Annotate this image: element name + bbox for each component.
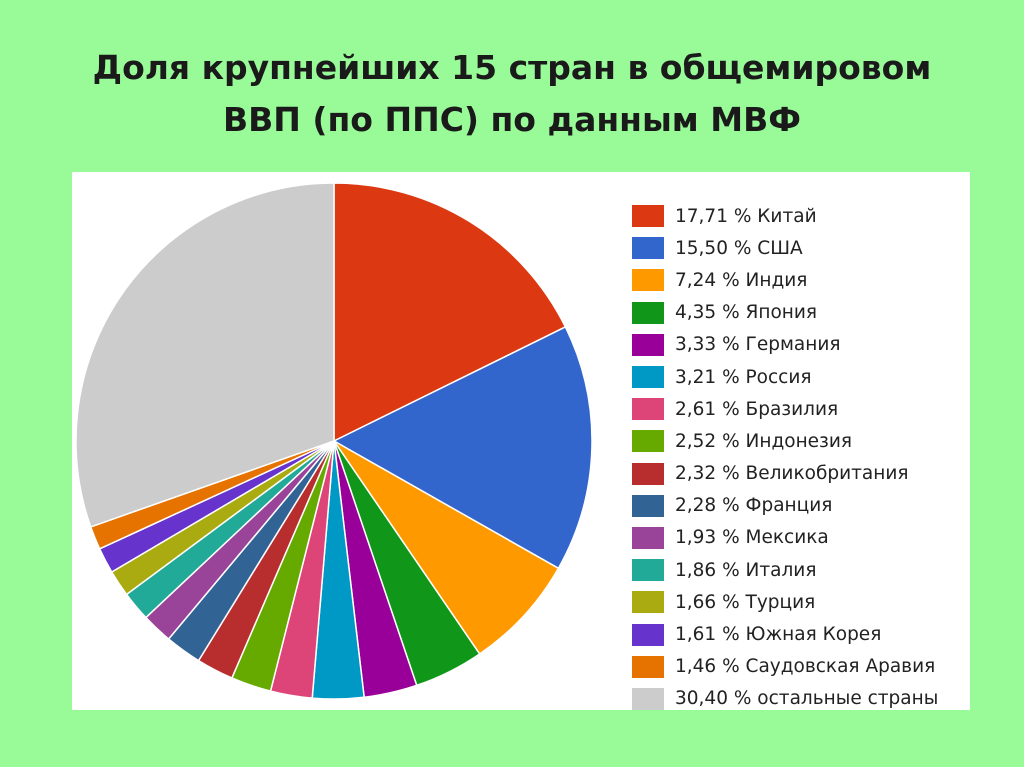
title-line-1: Доля крупнейших 15 стран в общемировом xyxy=(92,48,932,87)
legend-swatch xyxy=(632,687,664,710)
legend-item: 1,46 % Саудовская Аравия xyxy=(632,651,967,683)
title-line-2: ВВП (по ППС) по данным МВФ xyxy=(223,100,801,139)
legend-label: 7,24 % Индия xyxy=(675,269,808,291)
legend-swatch xyxy=(632,237,664,260)
legend-item: 3,21 % Россия xyxy=(632,361,967,393)
chart-panel: 17,71 % Китай 15,50 % США 7,24 % Индия 4,35… xyxy=(72,172,970,710)
legend-label: 30,40 % остальные страны xyxy=(675,688,939,710)
legend-swatch xyxy=(632,591,664,614)
legend-label: 1,61 % Южная Корея xyxy=(675,624,882,646)
legend-label: 1,93 % Мексика xyxy=(675,527,829,549)
legend-swatch xyxy=(632,301,664,324)
legend-item: 3,33 % Германия xyxy=(632,329,967,361)
legend-item: 7,24 % Индия xyxy=(632,264,967,296)
chart-legend: 17,71 % Китай 15,50 % США 7,24 % Индия 4,35… xyxy=(632,200,967,715)
legend-swatch xyxy=(632,333,664,356)
legend-label: 2,32 % Великобритания xyxy=(675,463,909,485)
legend-swatch xyxy=(632,462,664,485)
legend-label: 17,71 % Китай xyxy=(675,205,817,227)
pie-slice-2 xyxy=(333,440,560,656)
legend-swatch xyxy=(632,205,664,228)
legend-item: 30,40 % остальные страны xyxy=(632,683,967,715)
legend-label: 3,21 % Россия xyxy=(675,366,812,388)
legend-swatch xyxy=(632,559,664,582)
legend-item: 1,86 % Италия xyxy=(632,554,967,586)
legend-swatch xyxy=(632,655,664,678)
legend-label: 4,35 % Япония xyxy=(675,302,818,324)
legend-swatch xyxy=(632,526,664,549)
legend-label: 2,28 % Франция xyxy=(675,495,833,517)
legend-item: 4,35 % Япония xyxy=(632,297,967,329)
legend-swatch xyxy=(632,623,664,646)
legend-item: 15,50 % США xyxy=(632,232,967,264)
legend-item: 1,66 % Турция xyxy=(632,586,967,618)
legend-swatch xyxy=(632,366,664,389)
pie-slice-0 xyxy=(333,182,567,443)
legend-swatch xyxy=(632,430,664,453)
legend-swatch xyxy=(632,398,664,421)
legend-item: 2,52 % Индонезия xyxy=(632,425,967,457)
legend-item: 1,61 % Южная Корея xyxy=(632,618,967,650)
pie-slice-15 xyxy=(75,182,335,528)
legend-label: 2,52 % Индонезия xyxy=(675,430,853,452)
legend-label: 2,61 % Бразилия xyxy=(675,398,839,420)
legend-label: 1,66 % Турция xyxy=(675,591,816,613)
legend-label: 1,86 % Италия xyxy=(675,559,817,581)
legend-item: 17,71 % Китай xyxy=(632,200,967,232)
legend-label: 3,33 % Германия xyxy=(675,334,841,356)
pie-chart xyxy=(75,182,593,700)
legend-swatch xyxy=(632,269,664,292)
legend-swatch xyxy=(632,494,664,517)
legend-label: 15,50 % США xyxy=(675,237,803,259)
legend-item: 2,32 % Великобритания xyxy=(632,458,967,490)
chart-title: Доля крупнейших 15 стран в общемировом В… xyxy=(0,42,1024,146)
pie-slice-1 xyxy=(332,325,593,570)
legend-item: 1,93 % Мексика xyxy=(632,522,967,554)
legend-item: 2,28 % Франция xyxy=(632,490,967,522)
legend-label: 1,46 % Саудовская Аравия xyxy=(675,656,936,678)
legend-item: 2,61 % Бразилия xyxy=(632,393,967,425)
